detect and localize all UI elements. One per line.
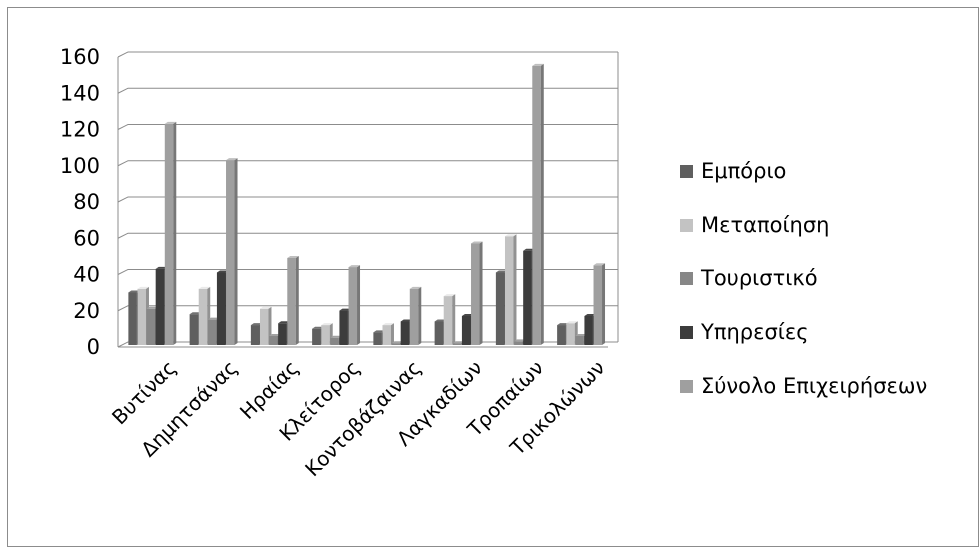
legend-swatch — [680, 164, 693, 178]
bar — [348, 265, 361, 345]
y-tick-label: 40 — [73, 263, 100, 287]
legend-swatch — [680, 218, 693, 232]
legend-swatch — [680, 379, 693, 393]
legend-label: Εμπόριο — [701, 159, 787, 183]
y-tick-label: 80 — [73, 190, 100, 214]
bar — [593, 263, 606, 345]
legend-item: Υπηρεσίες — [680, 318, 809, 346]
y-tick-label: 100 — [60, 154, 100, 178]
bar — [443, 294, 456, 345]
y-tick-label: 0 — [87, 335, 100, 359]
bar — [226, 158, 238, 345]
gridline — [117, 160, 618, 167]
bars — [128, 63, 606, 345]
legend-swatch — [680, 325, 693, 339]
gridline — [117, 232, 618, 239]
legend-item: Τουριστικό — [680, 264, 818, 292]
gridline — [117, 87, 618, 94]
y-tick-label: 20 — [73, 299, 100, 323]
bar — [287, 256, 299, 345]
y-tick-label: 160 — [60, 45, 100, 69]
bar — [504, 234, 517, 345]
y-tick-label: 60 — [73, 226, 100, 250]
legend-label: Τουριστικό — [701, 266, 818, 290]
gridline — [117, 124, 618, 130]
gridline — [117, 196, 618, 203]
y-tick-label: 140 — [60, 81, 100, 105]
legend-swatch — [680, 271, 693, 285]
bar — [164, 121, 177, 345]
legend-label: Υπηρεσίες — [701, 320, 809, 344]
legend-label: Μεταποίηση — [701, 213, 830, 237]
gridline — [117, 269, 618, 275]
bar — [382, 323, 394, 345]
bar — [532, 63, 544, 345]
legend-label: Σύνολο Επιχειρήσεων — [701, 374, 928, 398]
legend-item: Σύνολο Επιχειρήσεων — [680, 372, 927, 400]
bar — [409, 286, 422, 345]
bar — [471, 241, 483, 345]
gridline — [117, 51, 618, 58]
legend-item: Εμπόριο — [680, 157, 786, 185]
y-tick-label: 120 — [60, 118, 100, 142]
legend-item: Μεταποίηση — [680, 211, 829, 239]
